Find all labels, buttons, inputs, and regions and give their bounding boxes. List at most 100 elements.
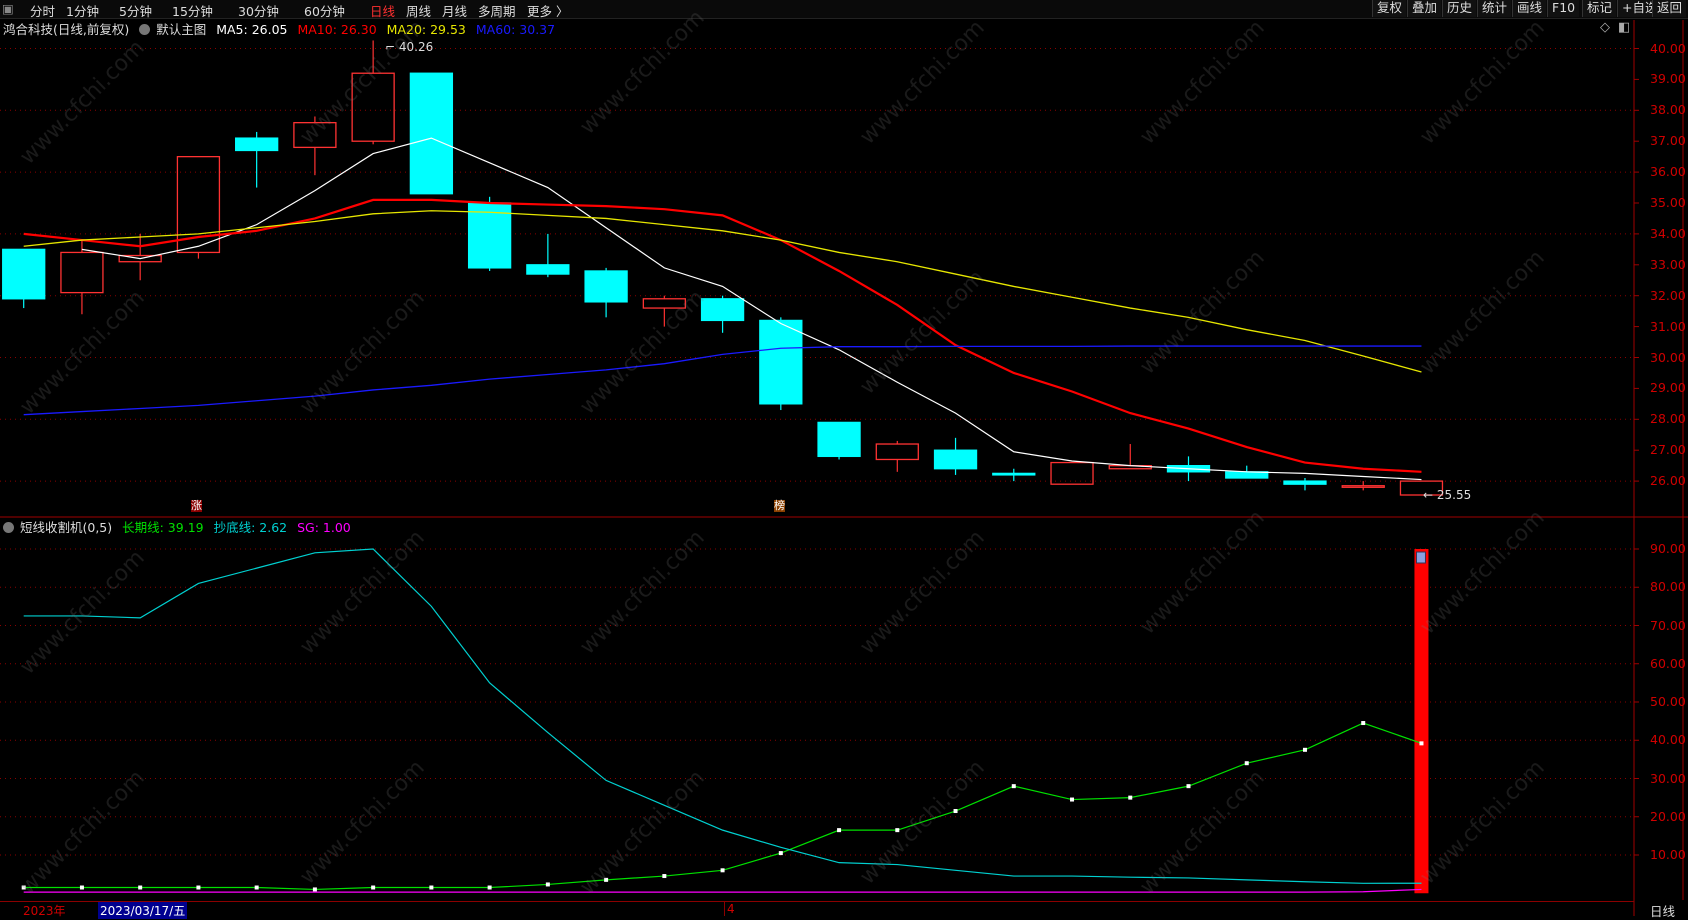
panel-toggle-icon[interactable]: ▣ xyxy=(2,1,14,16)
diamond-icon[interactable]: ◇ xyxy=(1600,20,1610,35)
high-annotation: ⌐ 40.26 xyxy=(385,40,434,54)
period-tab[interactable]: 日线 xyxy=(370,4,396,19)
price-tick-label: 30.00 xyxy=(1650,349,1686,365)
zhang-marker[interactable]: 涨 xyxy=(191,499,202,512)
ma5-value: MA5: 26.05 xyxy=(216,22,288,37)
long-line-marker xyxy=(545,882,550,887)
toolbar-button[interactable]: 统计 xyxy=(1477,0,1512,17)
long-line-marker xyxy=(662,874,667,879)
toolbar-button[interactable]: 返回 xyxy=(1652,0,1687,17)
toolbar-button[interactable]: 历史 xyxy=(1442,0,1477,17)
long-line-marker xyxy=(487,885,492,890)
indicator-tick-label: 90.00 xyxy=(1650,541,1686,556)
long-line-marker xyxy=(837,828,842,833)
long-line-marker xyxy=(312,887,317,892)
candle-down xyxy=(235,137,279,152)
period-tab[interactable]: 多周期 xyxy=(478,4,516,19)
price-tick-label: 33.00 xyxy=(1650,256,1686,272)
long-line-marker xyxy=(79,885,84,890)
period-tab[interactable]: 周线 xyxy=(406,4,432,19)
price-tick-label: 39.00 xyxy=(1650,71,1686,87)
toolbar-button[interactable]: F10 xyxy=(1547,0,1580,17)
price-tick-label: 26.00 xyxy=(1650,473,1686,489)
candle-down xyxy=(992,472,1036,476)
low-annotation: ← 25.55 xyxy=(1423,488,1472,502)
long-line-marker xyxy=(1186,784,1191,789)
price-tick-label: 36.00 xyxy=(1650,164,1686,180)
toolbar-button[interactable]: 画线 xyxy=(1512,0,1547,17)
indicator-tick-label: 20.00 xyxy=(1650,808,1686,824)
candle-up xyxy=(351,72,395,142)
ma20-value: MA20: 29.53 xyxy=(386,22,466,37)
candle-down xyxy=(584,270,628,303)
period-tab[interactable]: 分时 xyxy=(30,4,56,19)
toolbar-button[interactable]: 叠加 xyxy=(1407,0,1442,17)
candle-down xyxy=(467,202,512,269)
long-line-marker xyxy=(254,885,259,890)
indicator-title[interactable]: 短线收割机(0,5) xyxy=(20,520,113,535)
template-label[interactable]: 默认主图 xyxy=(156,22,207,37)
candle-down xyxy=(817,421,861,458)
long-line-marker xyxy=(1244,761,1249,766)
top-toolbar: ▣ 分时 1分钟 5分钟 15分钟 30分钟 60分钟 日线 周线 月线 多周期 更多 〉 复权 叠加… xyxy=(0,0,1688,19)
candle-down xyxy=(409,72,454,195)
indicator-tick-label: 80.00 xyxy=(1650,579,1686,595)
candle-up xyxy=(875,443,919,461)
long-line-marker xyxy=(1302,747,1307,752)
candle-up xyxy=(642,298,686,309)
candle-down xyxy=(2,248,46,300)
indicator-tick-label: 60.00 xyxy=(1650,655,1686,671)
ma5-line xyxy=(81,137,1422,481)
period-tab[interactable]: 月线 xyxy=(442,4,468,19)
ma60-value: MA60: 30.37 xyxy=(475,22,556,37)
period-tab[interactable]: 30分钟 xyxy=(238,4,279,19)
cursor-date: 2023/03/17/五 xyxy=(98,902,188,919)
long-line-marker xyxy=(778,851,783,856)
date-bar: 2023年 2023/03/17/五 4 xyxy=(0,901,1634,919)
sg-line xyxy=(23,888,1422,893)
indicator-tick-label: 30.00 xyxy=(1650,770,1686,786)
long-line-marker xyxy=(138,885,143,890)
long-line-marker xyxy=(720,868,725,873)
period-label: 日线 xyxy=(1650,904,1676,919)
long-line-marker xyxy=(21,885,26,890)
price-tick-label: 40.00 xyxy=(1650,40,1686,56)
long-line-marker xyxy=(895,828,900,833)
toolbar-button[interactable]: 标记 xyxy=(1582,0,1617,17)
candle-down xyxy=(1283,480,1327,485)
indicator-tick-label: 70.00 xyxy=(1650,617,1686,633)
signal-bar-icon xyxy=(1415,551,1426,564)
period-tab[interactable]: 15分钟 xyxy=(172,4,213,19)
layout-toggle-icon[interactable]: ◧ xyxy=(1618,20,1631,35)
price-tick-label: 29.00 xyxy=(1650,380,1686,396)
long-line-marker xyxy=(604,877,609,882)
bang-marker[interactable]: 榜 xyxy=(774,499,785,512)
indicator-tick-label: 10.00 xyxy=(1650,847,1686,862)
price-tick-label: 28.00 xyxy=(1650,411,1686,427)
price-tick-label: 34.00 xyxy=(1650,225,1686,241)
toolbar-button[interactable]: +自选 xyxy=(1617,0,1662,17)
candle-down xyxy=(526,264,570,275)
long-line-marker xyxy=(1361,721,1366,726)
price-tick-label: 31.00 xyxy=(1650,318,1686,334)
long-line xyxy=(23,722,1422,891)
period-tab[interactable]: 5分钟 xyxy=(119,4,152,19)
long-line-marker xyxy=(196,885,201,890)
ma20-line xyxy=(23,210,1422,373)
long-line-marker xyxy=(1419,741,1424,746)
month-label: 4 xyxy=(724,902,735,916)
period-tab[interactable]: 更多 〉 xyxy=(527,4,569,19)
template-dropdown-icon[interactable] xyxy=(139,24,151,35)
period-tab[interactable]: 1分钟 xyxy=(66,4,99,19)
long-line-value: 长期线: 39.19 xyxy=(122,520,204,535)
candle-up xyxy=(1050,461,1094,485)
sg-value: SG: 1.00 xyxy=(297,520,351,535)
indicator-dropdown-icon[interactable] xyxy=(3,522,14,533)
long-line-marker xyxy=(1011,784,1016,789)
toolbar-button[interactable]: 复权 xyxy=(1372,0,1407,17)
candle-up xyxy=(60,251,104,294)
long-line-marker xyxy=(371,885,376,890)
period-tab[interactable]: 60分钟 xyxy=(304,4,345,19)
candle-up xyxy=(1399,480,1444,496)
